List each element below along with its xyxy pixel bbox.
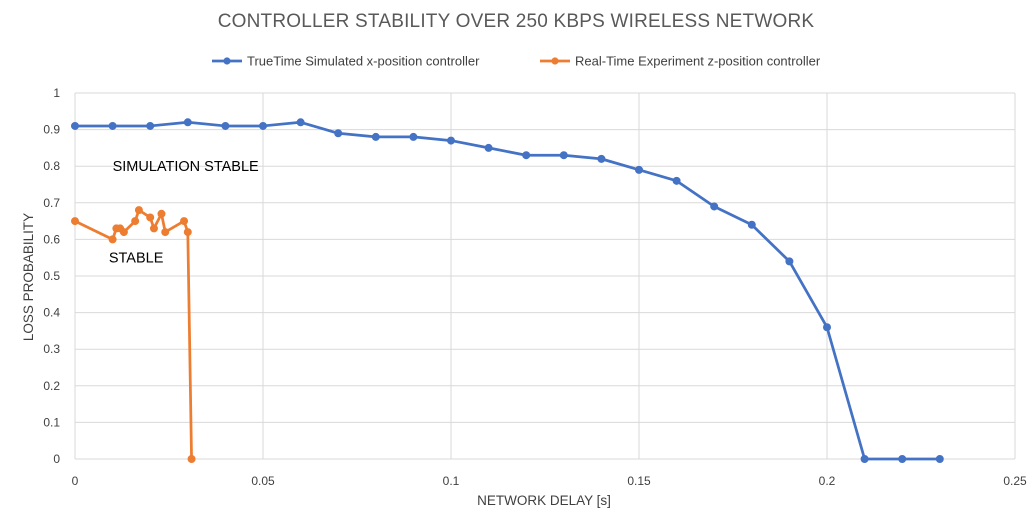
x-tick-label: 0.05 [251, 474, 275, 488]
legend-label: TrueTime Simulated x-position controller [247, 54, 480, 69]
legend-item: Real-Time Experiment z-position controll… [540, 54, 821, 69]
y-tick-label: 0.3 [43, 342, 60, 356]
data-point [785, 257, 794, 266]
x-axis-label: NETWORK DELAY [s] [477, 493, 611, 508]
data-point [371, 132, 380, 141]
data-point [296, 118, 305, 127]
data-point [157, 209, 166, 218]
data-point [409, 132, 418, 141]
x-tick-label: 0.1 [443, 474, 460, 488]
data-point [146, 121, 155, 130]
annotation-label: STABLE [109, 251, 164, 267]
legend: TrueTime Simulated x-position controller… [212, 54, 821, 69]
data-point [134, 206, 143, 215]
y-tick-label: 1 [53, 86, 60, 100]
x-tick-label: 0.2 [819, 474, 836, 488]
data-point [672, 176, 681, 185]
axes: 0 0.1 0.2 0.3 0.4 0.5 0.6 0.7 0.8 0.9 1 0 0.05 0.1 0.1… [43, 86, 1027, 488]
series-line [73, 208, 193, 461]
data-point [710, 202, 719, 211]
annotations: SIMULATION STABLE STABLE [109, 159, 259, 267]
data-point [187, 454, 196, 463]
x-tick-label: 0 [72, 474, 79, 488]
data-point [522, 151, 531, 160]
data-point [559, 151, 568, 160]
data-point [71, 121, 80, 130]
y-tick-label: 0.6 [43, 232, 60, 246]
annotation-label: SIMULATION STABLE [113, 159, 259, 175]
data-point [146, 213, 155, 222]
y-tick-label: 0.4 [43, 306, 60, 320]
data-point [71, 217, 80, 226]
data-point [131, 217, 140, 226]
y-tick-label: 0.8 [43, 159, 60, 173]
legend-item: TrueTime Simulated x-position controller [212, 54, 480, 69]
data-point [635, 165, 644, 174]
data-point [484, 143, 493, 152]
data-point [180, 217, 189, 226]
x-tick-label: 0.25 [1003, 474, 1027, 488]
legend-marker [223, 57, 231, 65]
data-point [108, 235, 117, 244]
data-point [823, 323, 832, 332]
data-point [935, 454, 944, 463]
data-point [108, 121, 117, 130]
data-point [183, 118, 192, 127]
data-point [597, 154, 606, 163]
data-point [747, 220, 756, 229]
legend-label: Real-Time Experiment z-position controll… [575, 54, 821, 69]
y-tick-label: 0.2 [43, 379, 60, 393]
chart-title: CONTROLLER STABILITY OVER 250 KBPS WIREL… [218, 11, 815, 32]
grid [74, 92, 1016, 459]
data-point [334, 129, 343, 138]
series-1 [71, 118, 944, 463]
y-axis-label: LOSS PROBABILITY [21, 213, 36, 341]
data-point [221, 121, 230, 130]
y-tick-label: 0 [53, 452, 60, 466]
y-tick-label: 0.5 [43, 269, 60, 283]
data-point [860, 454, 869, 463]
x-tick-label: 0.15 [627, 474, 651, 488]
series-line [73, 120, 942, 461]
legend-marker [551, 57, 559, 65]
series-layer [71, 118, 944, 463]
series-2 [71, 206, 196, 463]
y-tick-label: 0.9 [43, 123, 60, 137]
y-tick-label: 0.7 [43, 196, 60, 210]
data-point [183, 228, 192, 237]
data-point [149, 224, 158, 233]
data-point [119, 228, 128, 237]
data-point [161, 228, 170, 237]
data-point [446, 136, 455, 145]
data-point [898, 454, 907, 463]
y-tick-label: 0.1 [43, 415, 60, 429]
data-point [258, 121, 267, 130]
